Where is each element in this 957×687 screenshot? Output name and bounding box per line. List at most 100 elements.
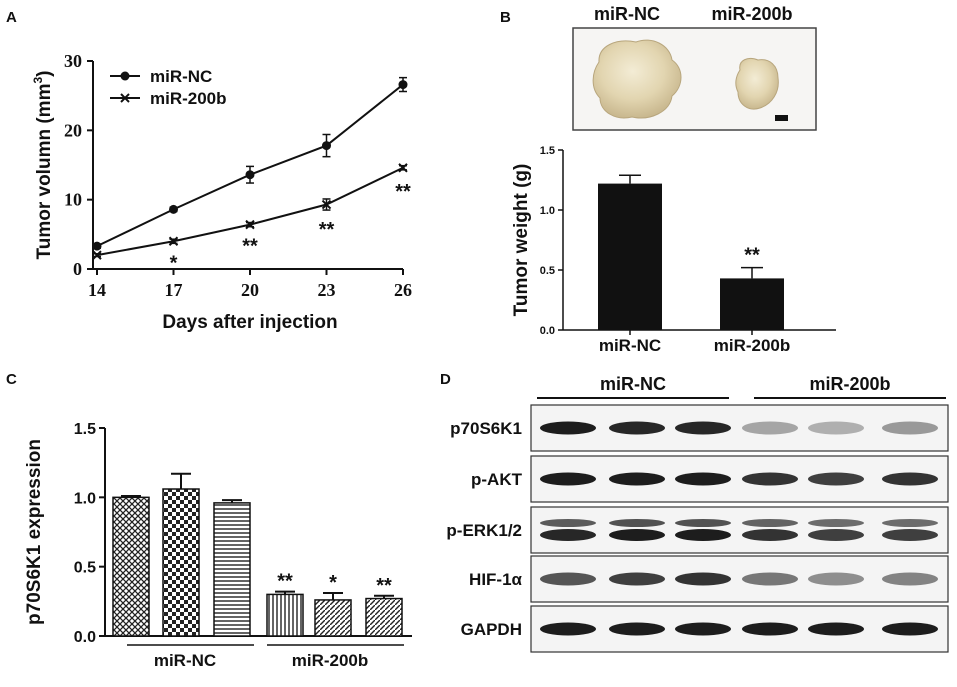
panel-c-bar-chart: 0.00.51.01.5 ** * ** miR-NC miR-200b p70S6… [24, 421, 412, 670]
blot-group-label-mir-nc: miR-NC [600, 374, 666, 394]
y-tick-label: 1.5 [74, 421, 96, 438]
blot-band [808, 472, 864, 486]
blot-group-label-mir-200b: miR-200b [809, 374, 890, 394]
bar-group-3 [213, 499, 251, 637]
blot-strip [530, 555, 949, 603]
y-tick-label: 0.0 [74, 629, 96, 646]
blot-band-upper [609, 519, 665, 527]
data-point [92, 250, 102, 260]
data-point [92, 241, 102, 251]
legend: miR-NC miR-200b [110, 67, 227, 108]
legend-marker-mir-200b [120, 93, 130, 103]
tumor-photo: miR-NC miR-200b [572, 4, 817, 131]
blot-band [675, 622, 731, 636]
panel-letter-a: A [6, 9, 17, 26]
data-point [245, 219, 255, 230]
photo-label-mir-200b: miR-200b [711, 4, 792, 24]
y-tick-label: 1.0 [540, 205, 555, 217]
y-tick-label: 0.5 [74, 560, 96, 577]
panel-letter-c: C [6, 371, 17, 388]
tumor-mir-200b [735, 57, 779, 110]
blot-band [609, 421, 665, 435]
blot-band-upper [882, 519, 938, 527]
significance-mark: ** [319, 219, 335, 241]
blot-strip [530, 404, 949, 452]
blot-band [609, 472, 665, 486]
blot-band-lower [742, 529, 798, 541]
data-point [398, 163, 408, 173]
blot-band [742, 421, 798, 435]
x-tick-label: 14 [88, 280, 106, 300]
y-ticks: 0.0 0.5 1.0 1.5 [74, 421, 105, 646]
bar [213, 502, 251, 637]
x-axis-title: Days after injection [162, 312, 337, 333]
x-tick-label: 26 [394, 280, 412, 300]
x-tick-label: 17 [165, 280, 183, 300]
x-tick-label: miR-NC [599, 336, 661, 355]
significance-annotations: ******* [170, 181, 411, 275]
x-tick-labels: miR-NC miR-200b [599, 330, 790, 355]
blot-rows: p70S6K1 p-AKT p-ERK1/2 HIF-1α GAPDH [446, 404, 949, 653]
y-tick-label: 0.0 [540, 325, 555, 337]
blot-band [808, 622, 864, 636]
data-point [245, 170, 255, 180]
blot-row-gapdh: GAPDH [461, 605, 949, 653]
legend-label-mir-200b: miR-200b [150, 89, 227, 108]
y-tick-label: 0.5 [540, 265, 555, 277]
group-brackets: miR-NC miR-200b [127, 644, 404, 670]
series [92, 76, 408, 260]
blot-row-label: p70S6K1 [450, 419, 522, 438]
blot-band [675, 572, 731, 586]
y-axis-title: p70S6K1 expression [24, 439, 45, 625]
bar-group-6: ** [365, 575, 403, 637]
bar-mir-nc [598, 183, 662, 330]
blot-band [540, 472, 596, 486]
blot-band-upper [675, 519, 731, 527]
bars: ** * ** [112, 472, 403, 637]
blot-band-lower [808, 529, 864, 541]
y-tick-label: 10 [64, 190, 82, 210]
x-tick-label: 23 [318, 280, 336, 300]
blot-band [609, 572, 665, 586]
blot-band-upper [808, 519, 864, 527]
y-axis-title: Tumor weight (g) [511, 164, 532, 317]
blot-band [675, 421, 731, 435]
blot-band-lower [540, 529, 596, 541]
blot-band [675, 472, 731, 486]
blot-row-hif-1-: HIF-1α [469, 555, 949, 603]
bar [314, 599, 352, 637]
blot-band [882, 472, 938, 486]
blot-band [882, 572, 938, 586]
group-label-mir-nc: miR-NC [154, 651, 216, 670]
legend-marker-mir-nc [120, 71, 130, 81]
blot-row-label: GAPDH [461, 620, 522, 639]
blot-band [540, 421, 596, 435]
blot-band [882, 622, 938, 636]
panel-b-bar-chart: 0.0 0.5 1.0 1.5 ** miR-NC miR-200b Tumor wei… [511, 145, 836, 355]
bar [162, 488, 200, 637]
tumor-mir-nc [592, 39, 682, 119]
data-point [398, 80, 408, 90]
blot-row-p70s6k1: p70S6K1 [450, 404, 949, 452]
bar-group-2 [162, 472, 200, 637]
bars: ** [598, 174, 784, 330]
significance-mark: ** [376, 575, 392, 597]
blot-strip [530, 605, 949, 653]
panel-letter-d: D [440, 371, 451, 388]
significance-mark: ** [277, 571, 293, 593]
y-tick-label: 30 [64, 51, 82, 71]
bar-group-1 [112, 494, 150, 637]
blot-strip [530, 506, 949, 554]
blot-band [882, 421, 938, 435]
panel-d-western-blot: miR-NC miR-200b p70S6K1 p-AKT p-ERK1/2 HIF-… [446, 374, 949, 653]
blot-band [742, 622, 798, 636]
data-point [168, 236, 179, 246]
bar-group-4: ** [266, 571, 304, 637]
significance-mark: * [329, 572, 337, 594]
series-mir-nc [92, 76, 408, 251]
blot-band [742, 572, 798, 586]
photo-label-mir-nc: miR-NC [594, 4, 660, 24]
scale-bar [775, 115, 788, 121]
